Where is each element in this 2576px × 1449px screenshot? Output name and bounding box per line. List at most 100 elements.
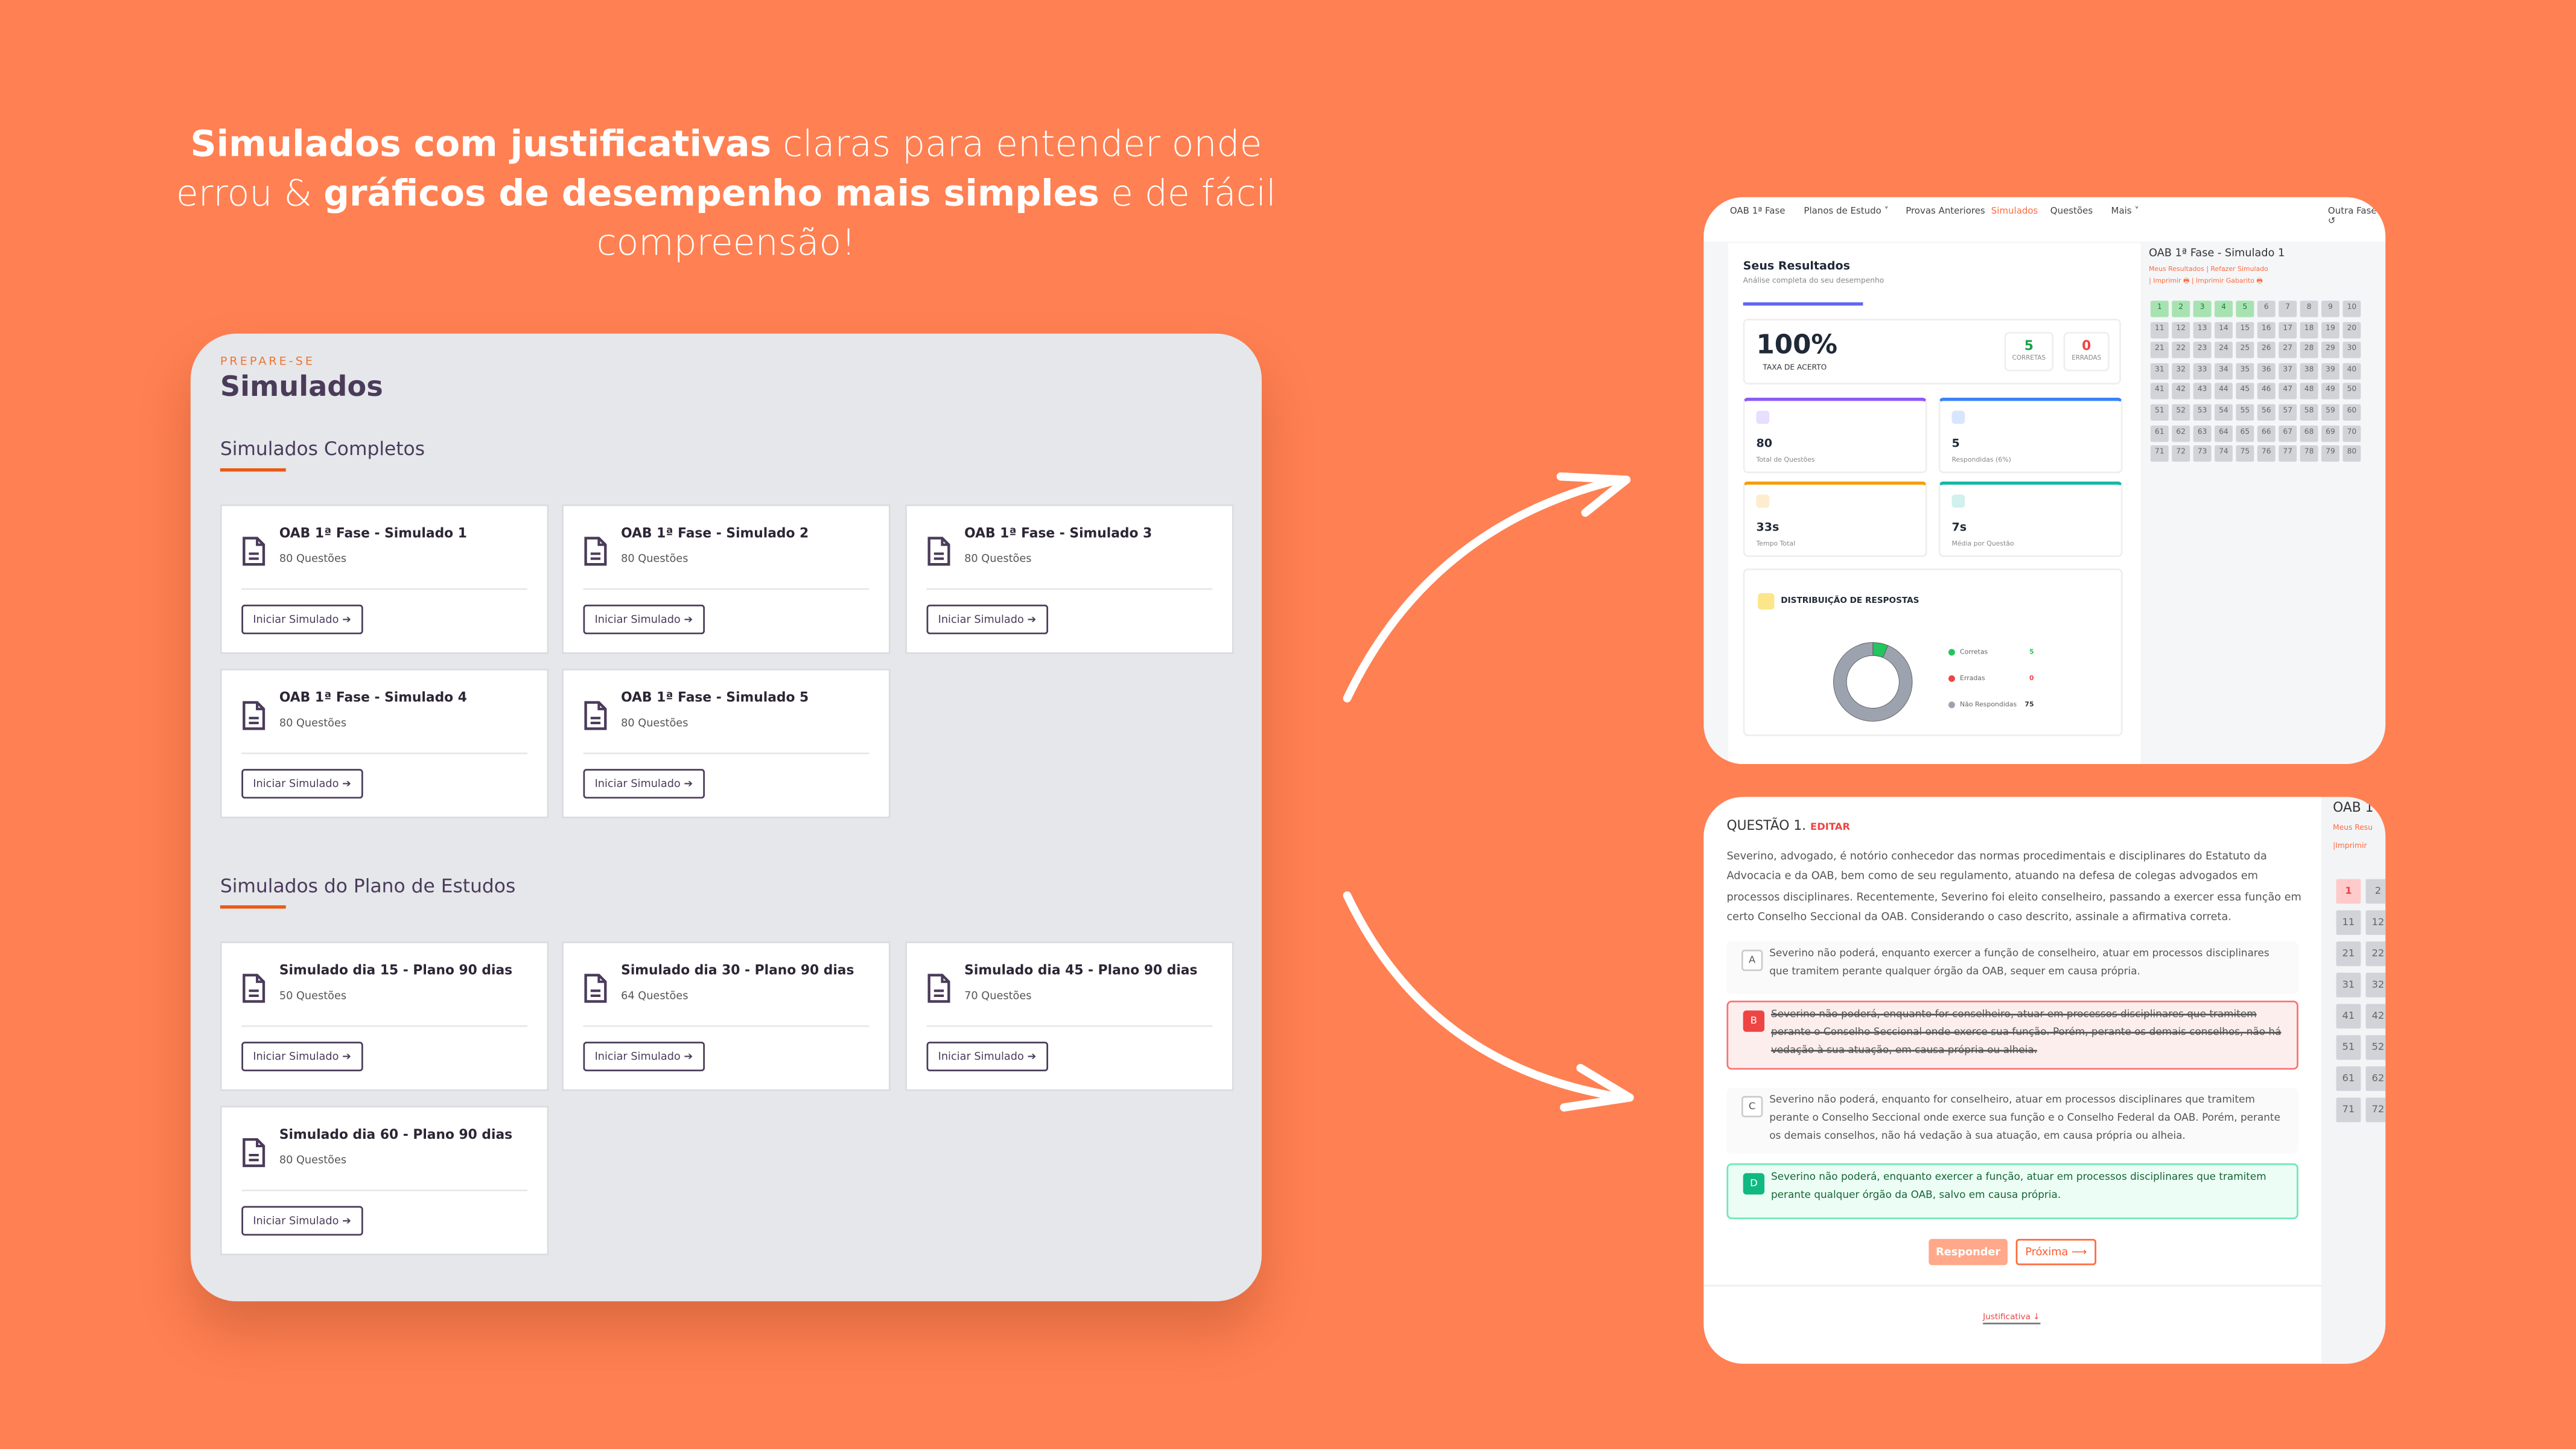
start-simulado-button[interactable]: Iniciar Simulado ➔ [583, 769, 705, 799]
question-number[interactable]: 1 [2336, 879, 2361, 904]
question-number[interactable]: 55 [2236, 404, 2254, 421]
question-number[interactable]: 18 [2300, 321, 2318, 338]
question-number[interactable]: 17 [2279, 321, 2297, 338]
question-number[interactable]: 56 [2257, 404, 2275, 421]
question-number[interactable]: 77 [2279, 445, 2297, 462]
question-number[interactable]: 51 [2150, 404, 2169, 421]
nav-mais[interactable]: Mais ˅ [2111, 207, 2139, 217]
question-number[interactable]: 62 [2172, 425, 2190, 442]
question-number[interactable]: 12 [2365, 910, 2386, 935]
question-number[interactable]: 9 [2321, 301, 2339, 317]
question-number[interactable]: 41 [2336, 1004, 2361, 1029]
question-number[interactable]: 21 [2336, 941, 2361, 966]
answer-option-A[interactable]: A Severino não poderá, enquanto exercer a… [1726, 941, 2298, 995]
nav-questoes[interactable]: Questões [2050, 207, 2093, 217]
question-number[interactable]: 80 [2342, 445, 2361, 462]
nav-provas[interactable]: Provas Anteriores [1906, 207, 1985, 217]
question-number[interactable]: 72 [2172, 445, 2190, 462]
question-number[interactable]: 52 [2172, 404, 2190, 421]
answer-option-D[interactable]: D Severino não poderá, enquanto exercer a… [1726, 1163, 2298, 1220]
start-simulado-button[interactable]: Iniciar Simulado ➔ [926, 1042, 1048, 1072]
question-number[interactable]: 20 [2342, 321, 2361, 338]
question-number[interactable]: 42 [2172, 383, 2190, 400]
question-number[interactable]: 65 [2236, 425, 2254, 442]
question-number[interactable]: 72 [2365, 1097, 2386, 1123]
question-number[interactable]: 75 [2236, 445, 2254, 462]
question-number[interactable]: 22 [2172, 342, 2190, 359]
question-number[interactable]: 2 [2172, 301, 2190, 317]
question-number[interactable]: 35 [2236, 363, 2254, 380]
question-number[interactable]: 27 [2279, 342, 2297, 359]
question-number[interactable]: 25 [2236, 342, 2254, 359]
question-number[interactable]: 16 [2257, 321, 2275, 338]
question-number[interactable]: 54 [2215, 404, 2233, 421]
question-number[interactable]: 1 [2150, 301, 2169, 317]
start-simulado-button[interactable]: Iniciar Simulado ➔ [241, 769, 363, 799]
link-refazer[interactable]: Refazer Simulado [2210, 264, 2268, 273]
link-imprimir[interactable]: Imprimir [2153, 276, 2181, 285]
question-number[interactable]: 53 [2193, 404, 2212, 421]
question-number[interactable]: 12 [2172, 321, 2190, 338]
question-number[interactable]: 73 [2193, 445, 2212, 462]
answer-option-C[interactable]: C Severino não poderá, enquanto for conse… [1726, 1088, 2298, 1154]
link-meus-resultados[interactable]: Meus Resultados [2149, 264, 2204, 273]
link-meus-resultados[interactable]: Meus Resu [2333, 824, 2373, 833]
start-simulado-button[interactable]: Iniciar Simulado ➔ [926, 604, 1048, 634]
nav-home[interactable]: OAB 1ª Fase [1729, 207, 1786, 217]
question-number[interactable]: 44 [2215, 383, 2233, 400]
question-number[interactable]: 32 [2365, 972, 2386, 998]
link-imprimir-gabarito[interactable]: Imprimir Gabarito [2196, 276, 2255, 285]
question-number[interactable]: 22 [2365, 941, 2386, 966]
question-number[interactable]: 71 [2336, 1097, 2361, 1123]
question-number[interactable]: 60 [2342, 404, 2361, 421]
question-number[interactable]: 68 [2300, 425, 2318, 442]
question-number[interactable]: 31 [2336, 972, 2361, 998]
question-number[interactable]: 30 [2342, 342, 2361, 359]
question-number[interactable]: 50 [2342, 383, 2361, 400]
question-number[interactable]: 13 [2193, 321, 2212, 338]
question-number[interactable]: 2 [2365, 879, 2386, 904]
question-number[interactable]: 11 [2336, 910, 2361, 935]
question-number[interactable]: 32 [2172, 363, 2190, 380]
question-number[interactable]: 41 [2150, 383, 2169, 400]
question-number[interactable]: 71 [2150, 445, 2169, 462]
question-number[interactable]: 34 [2215, 363, 2233, 380]
question-number[interactable]: 46 [2257, 383, 2275, 400]
question-number[interactable]: 8 [2300, 301, 2318, 317]
question-number[interactable]: 76 [2257, 445, 2275, 462]
edit-link[interactable]: EDITAR [1810, 821, 1850, 833]
start-simulado-button[interactable]: Iniciar Simulado ➔ [583, 1042, 705, 1072]
question-number[interactable]: 10 [2342, 301, 2361, 317]
question-number[interactable]: 4 [2215, 301, 2233, 317]
question-number[interactable]: 61 [2336, 1066, 2361, 1091]
question-number[interactable]: 67 [2279, 425, 2297, 442]
question-number[interactable]: 15 [2236, 321, 2254, 338]
question-number[interactable]: 51 [2336, 1035, 2361, 1060]
question-number[interactable]: 23 [2193, 342, 2212, 359]
justification-toggle[interactable]: Justificativa ↓ [1983, 1313, 2040, 1325]
question-number[interactable]: 5 [2236, 301, 2254, 317]
question-number[interactable]: 40 [2342, 363, 2361, 380]
question-number[interactable]: 57 [2279, 404, 2297, 421]
start-simulado-button[interactable]: Iniciar Simulado ➔ [241, 1042, 363, 1072]
nav-simulados[interactable]: Simulados [1991, 207, 2038, 217]
question-number[interactable]: 66 [2257, 425, 2275, 442]
question-number[interactable]: 58 [2300, 404, 2318, 421]
question-number[interactable]: 62 [2365, 1066, 2386, 1091]
question-number[interactable]: 28 [2300, 342, 2318, 359]
question-number[interactable]: 52 [2365, 1035, 2386, 1060]
question-number[interactable]: 43 [2193, 383, 2212, 400]
question-number[interactable]: 11 [2150, 321, 2169, 338]
question-number[interactable]: 70 [2342, 425, 2361, 442]
link-imprimir[interactable]: |Imprimir [2333, 842, 2367, 852]
question-number[interactable]: 39 [2321, 363, 2339, 380]
question-number[interactable]: 47 [2279, 383, 2297, 400]
nav-outra-fase[interactable]: Outra Fase ↺ [2327, 207, 2377, 227]
question-number[interactable]: 6 [2257, 301, 2275, 317]
question-number[interactable]: 19 [2321, 321, 2339, 338]
question-number[interactable]: 29 [2321, 342, 2339, 359]
answer-option-B[interactable]: B Severino não poderá, enquanto for conse… [1726, 1001, 2298, 1070]
question-number[interactable]: 78 [2300, 445, 2318, 462]
question-number[interactable]: 45 [2236, 383, 2254, 400]
start-simulado-button[interactable]: Iniciar Simulado ➔ [241, 1206, 363, 1236]
